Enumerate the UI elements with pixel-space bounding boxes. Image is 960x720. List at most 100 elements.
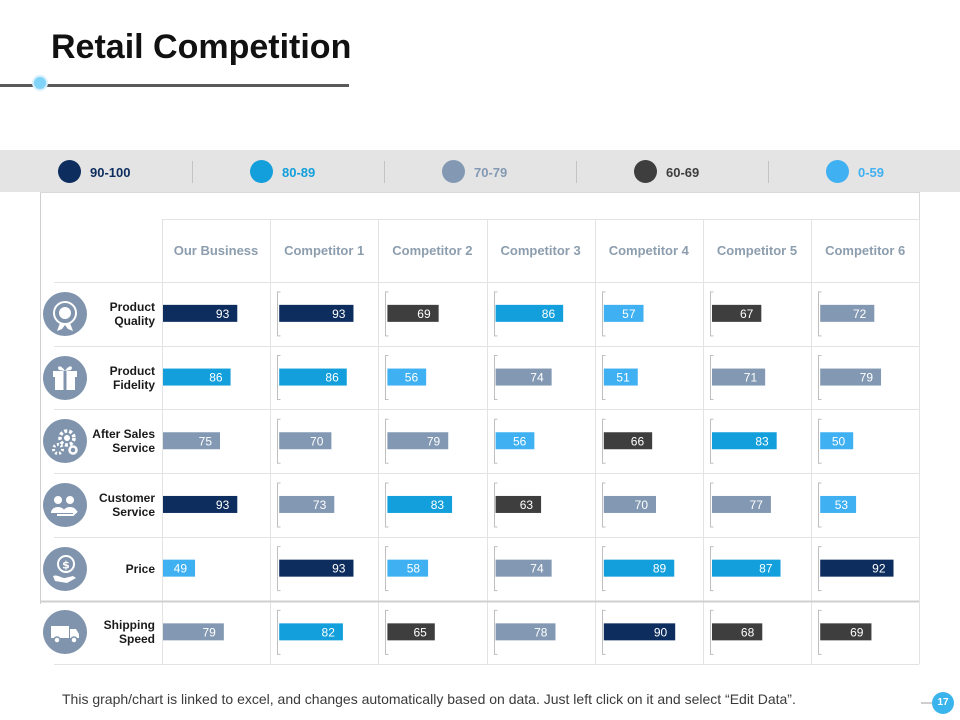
legend-item: 0-59 xyxy=(768,150,960,192)
score-bar xyxy=(603,368,638,386)
score-label: 93 xyxy=(332,562,346,576)
bar-bracket xyxy=(602,291,606,337)
bar-bracket xyxy=(385,291,389,337)
score-label: 53 xyxy=(835,498,849,512)
footer-note: This graph/chart is linked to excel, and… xyxy=(62,691,796,707)
score-bar xyxy=(163,495,238,513)
column-header: Competitor 2 xyxy=(392,243,473,258)
bar-bracket xyxy=(602,609,606,655)
bar-bracket xyxy=(818,482,822,528)
bar-bracket xyxy=(277,355,281,401)
legend-bar: 90-100 80-89 70-79 60-69 0-59 xyxy=(0,150,960,192)
column-header: Competitor 1 xyxy=(284,243,365,258)
bar-bracket xyxy=(818,291,822,337)
score-bar xyxy=(279,304,354,322)
score-bar xyxy=(820,368,882,386)
bar-bracket xyxy=(710,418,714,464)
bar-bracket xyxy=(818,418,822,464)
score-bar xyxy=(279,432,332,450)
score-label: 57 xyxy=(622,307,636,321)
bar-bracket xyxy=(602,482,606,528)
score-bar xyxy=(387,495,453,513)
score-bar xyxy=(387,559,429,577)
score-bar xyxy=(495,623,556,641)
legend-swatch xyxy=(442,160,465,183)
score-bar xyxy=(163,432,220,450)
row-label-line: Shipping xyxy=(103,618,155,633)
score-label: 74 xyxy=(530,562,544,576)
legend-item: 60-69 xyxy=(576,150,768,192)
score-label: 87 xyxy=(759,562,773,576)
legend-item: 80-89 xyxy=(192,150,384,192)
svg-text:$: $ xyxy=(62,558,70,571)
bar-bracket xyxy=(385,418,389,464)
title-accent-dot xyxy=(32,75,48,91)
bar-bracket xyxy=(277,609,281,655)
row-label-line: Customer xyxy=(98,490,155,505)
score-label: 51 xyxy=(616,371,630,385)
score-label: 79 xyxy=(202,625,216,639)
score-label: 63 xyxy=(520,498,534,512)
score-bar xyxy=(279,495,335,513)
score-label: 86 xyxy=(542,307,556,321)
row-label-line: Fidelity xyxy=(112,377,155,392)
bar-bracket xyxy=(710,609,714,655)
legend-label: 70-79 xyxy=(474,165,508,180)
score-label: 83 xyxy=(431,498,445,512)
score-bar xyxy=(387,432,449,450)
score-bar xyxy=(820,432,854,450)
score-bar xyxy=(603,623,676,641)
row-label-line: Product xyxy=(109,299,155,314)
score-label: 65 xyxy=(413,625,427,639)
score-bar xyxy=(279,368,347,386)
score-label: 67 xyxy=(740,307,754,321)
score-label: 72 xyxy=(853,307,867,321)
score-label: 79 xyxy=(860,371,874,385)
score-label: 89 xyxy=(653,562,667,576)
legend-label: 0-59 xyxy=(858,165,885,180)
score-bar xyxy=(387,368,427,386)
column-header: Competitor 6 xyxy=(825,243,906,258)
bar-bracket xyxy=(710,546,714,592)
legend-separator xyxy=(768,161,769,183)
gears-icon xyxy=(43,419,87,464)
bar-bracket xyxy=(710,291,714,337)
score-label: 56 xyxy=(405,371,419,385)
bar-bracket xyxy=(602,418,606,464)
award-medal-icon xyxy=(43,291,87,336)
row-label: Customer Service xyxy=(55,491,155,519)
score-bar xyxy=(279,623,343,641)
column-header: Competitor 5 xyxy=(716,243,798,258)
bar-bracket xyxy=(385,482,389,528)
row-label-line: Product xyxy=(109,363,155,378)
score-label: 92 xyxy=(872,562,886,576)
score-bar xyxy=(163,368,231,386)
legend-swatch xyxy=(250,160,273,183)
score-label: 50 xyxy=(832,434,846,448)
legend-item: 90-100 xyxy=(0,150,192,192)
score-label: 75 xyxy=(199,434,213,448)
score-label: 68 xyxy=(741,625,755,639)
score-bar xyxy=(163,623,224,641)
bar-bracket xyxy=(494,609,498,655)
row-label: After Sales Service xyxy=(55,427,155,455)
row-label-line: Service xyxy=(112,504,155,519)
score-label: 73 xyxy=(313,498,327,512)
bar-bracket xyxy=(277,418,281,464)
score-bar xyxy=(495,559,552,577)
score-bar xyxy=(495,495,542,513)
title-underline xyxy=(0,84,349,87)
score-label: 83 xyxy=(755,434,769,448)
score-bar xyxy=(387,623,435,641)
delivery-truck-icon xyxy=(43,610,87,655)
score-bar xyxy=(495,304,564,322)
score-bar xyxy=(712,432,777,450)
score-label: 56 xyxy=(513,434,527,448)
score-label: 78 xyxy=(534,625,548,639)
row-label: Price xyxy=(55,562,155,576)
score-bar xyxy=(820,495,857,513)
score-label: 69 xyxy=(417,307,431,321)
bar-bracket xyxy=(494,482,498,528)
score-bar xyxy=(163,304,238,322)
